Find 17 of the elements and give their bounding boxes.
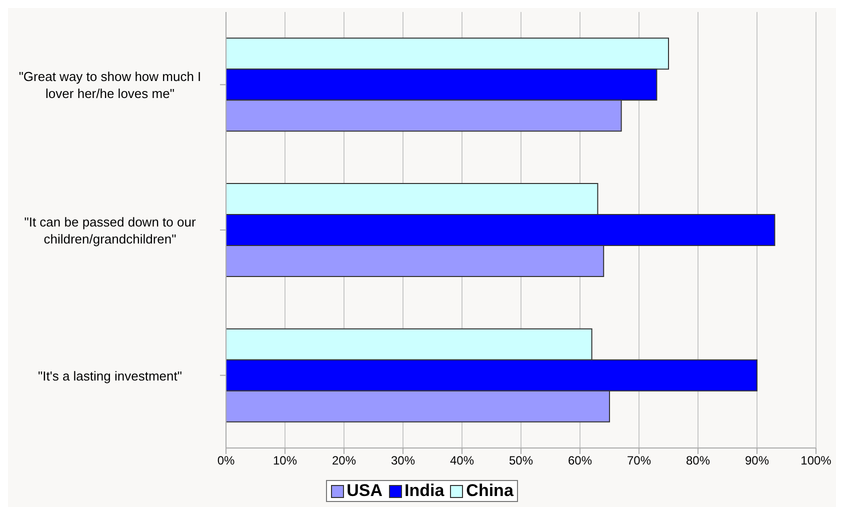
y-tick-label: "Great way to show how much I lover her/he loves me" bbox=[18, 68, 202, 101]
legend-label: USA bbox=[346, 481, 382, 501]
x-tick-label: 80% bbox=[686, 454, 710, 468]
legend-label: China bbox=[465, 481, 514, 501]
x-tick-label: 100% bbox=[800, 454, 832, 468]
x-tick-label: 20% bbox=[332, 454, 356, 468]
x-tick-label: 30% bbox=[390, 454, 416, 468]
x-tick-label: 60% bbox=[568, 454, 592, 468]
legend-label: India bbox=[404, 481, 444, 501]
x-tick-label: 0% bbox=[217, 454, 235, 468]
x-tick-label: 50% bbox=[508, 454, 534, 468]
x-tick-label: 90% bbox=[744, 454, 770, 468]
x-tick-label: 70% bbox=[626, 454, 652, 468]
y-tick-label: "It can be passed down to our children/grandchildren" bbox=[24, 214, 196, 246]
x-tick-label: 10% bbox=[272, 454, 298, 468]
y-tick-label: "It's a lasting investment" bbox=[38, 368, 182, 383]
x-tick-label: 40% bbox=[450, 454, 474, 468]
